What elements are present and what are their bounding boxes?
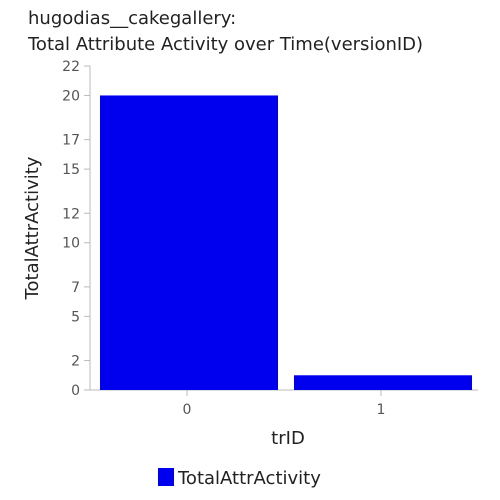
plot-area: 0 2 5 7 10 12 15 17 20 22 0 1 — [62, 59, 478, 418]
legend-label: TotalAttrActivity — [177, 468, 321, 489]
x-axis-label: trID — [271, 428, 305, 449]
y-tick-label: 0 — [71, 383, 80, 399]
bar-1 — [294, 375, 472, 390]
x-tick-label: 0 — [183, 402, 192, 418]
chart-title-line-1: hugodias__cakegallery: — [28, 8, 236, 29]
y-tick-label: 15 — [62, 162, 80, 178]
legend-swatch — [158, 468, 174, 486]
bar-0 — [100, 95, 278, 391]
y-tick-label: 20 — [62, 88, 80, 104]
y-tick-label: 12 — [62, 206, 80, 222]
y-axis-label: TotalAttrActivity — [22, 156, 43, 300]
y-tick-label: 22 — [62, 59, 80, 75]
chart-title-line-2: Total Attribute Activity over Time(versi… — [27, 34, 423, 55]
y-tick-label: 5 — [71, 309, 80, 325]
y-tick-label: 7 — [71, 280, 80, 296]
x-tick-label: 1 — [377, 402, 386, 418]
legend: TotalAttrActivity — [158, 468, 321, 489]
y-tick-label: 17 — [62, 133, 80, 149]
y-tick-label: 10 — [62, 236, 80, 252]
y-tick-label: 2 — [71, 354, 80, 370]
